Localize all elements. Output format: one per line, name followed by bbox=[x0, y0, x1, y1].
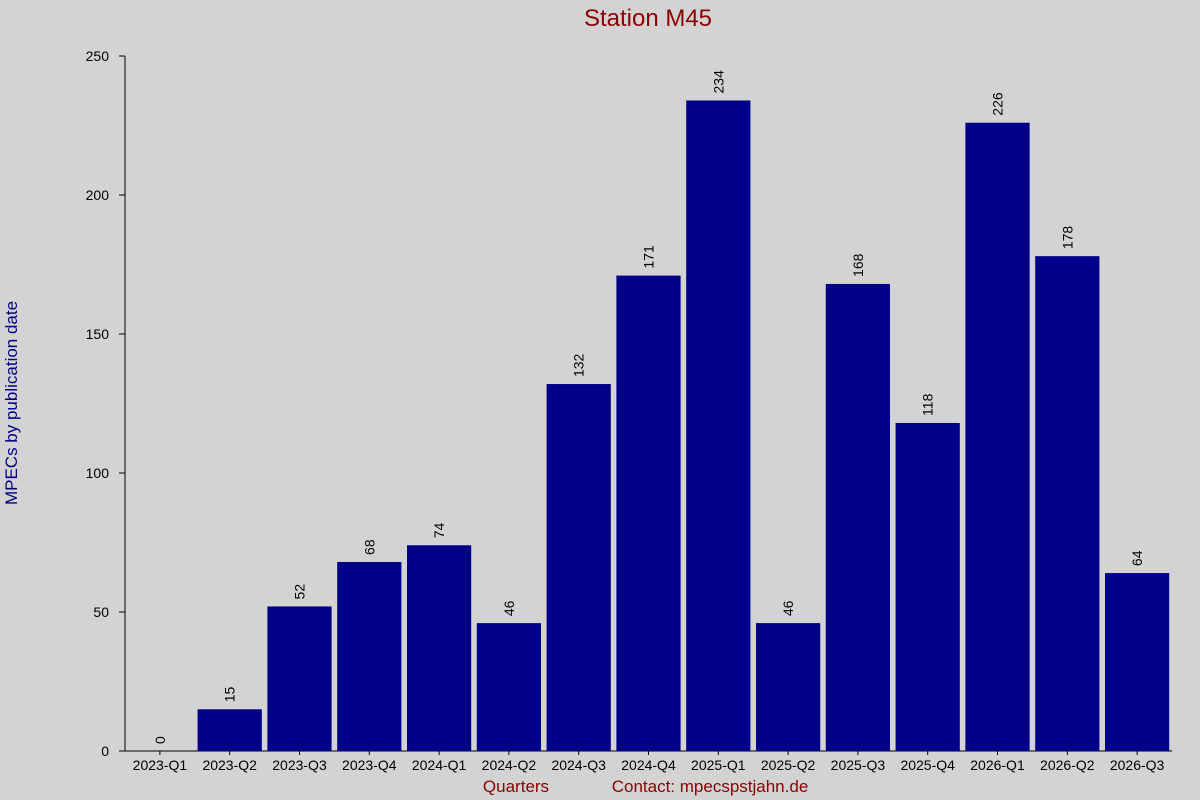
x-tick-label: 2023-Q4 bbox=[342, 757, 397, 773]
bar bbox=[406, 545, 472, 751]
value-label: 52 bbox=[292, 584, 308, 600]
y-tick-label: 150 bbox=[86, 326, 110, 342]
bar bbox=[1104, 573, 1170, 751]
bar bbox=[546, 384, 611, 751]
value-label: 46 bbox=[780, 600, 796, 616]
x-tick-label: 2026-Q3 bbox=[1110, 757, 1165, 773]
x-tick-label: 2026-Q2 bbox=[1040, 757, 1095, 773]
chart-title: Station M45 bbox=[584, 5, 712, 32]
value-label: 132 bbox=[571, 353, 587, 377]
value-label: 171 bbox=[641, 245, 657, 269]
bar bbox=[686, 100, 751, 752]
bar bbox=[616, 275, 681, 751]
contact: Contact: mpecspstjahn.de bbox=[612, 777, 809, 796]
bar bbox=[895, 422, 960, 751]
y-tick-label: 200 bbox=[86, 187, 110, 203]
y-tick-label: 50 bbox=[93, 604, 109, 620]
bar bbox=[965, 122, 1030, 752]
bar bbox=[476, 623, 542, 751]
x-tick-label: 2024-Q2 bbox=[482, 757, 537, 773]
bar bbox=[825, 283, 891, 751]
value-label: 64 bbox=[1129, 550, 1145, 566]
y-tick-label: 0 bbox=[101, 743, 109, 759]
x-tick-label: 2024-Q1 bbox=[412, 757, 467, 773]
x-tick-label: 2023-Q2 bbox=[202, 757, 257, 773]
x-tick-label: 2026-Q1 bbox=[970, 757, 1025, 773]
bar bbox=[337, 561, 402, 751]
x-tick-label: 2024-Q4 bbox=[621, 757, 676, 773]
x-tick-label: 2023-Q3 bbox=[272, 757, 327, 773]
value-label: 226 bbox=[990, 92, 1006, 116]
x-axis-label: Quarters bbox=[483, 777, 549, 796]
value-label: 168 bbox=[850, 253, 866, 277]
value-label: 74 bbox=[431, 522, 447, 538]
value-label: 234 bbox=[710, 70, 726, 94]
value-label: 15 bbox=[222, 687, 238, 703]
x-tick-label: 2025-Q2 bbox=[761, 757, 816, 773]
value-label: 0 bbox=[152, 736, 168, 744]
value-label: 68 bbox=[361, 539, 377, 555]
y-axis-label: MPECs by publication date bbox=[2, 301, 21, 505]
bar bbox=[197, 709, 262, 751]
x-tick-label: 2025-Q4 bbox=[900, 757, 955, 773]
x-tick-label: 2024-Q3 bbox=[551, 757, 606, 773]
y-tick-label: 100 bbox=[86, 465, 110, 481]
bar bbox=[1035, 256, 1100, 751]
value-label: 46 bbox=[501, 600, 517, 616]
x-tick-label: 2023-Q1 bbox=[133, 757, 188, 773]
x-tick-label: 2025-Q3 bbox=[831, 757, 886, 773]
bar bbox=[267, 606, 332, 751]
bar bbox=[755, 623, 821, 751]
value-label: 178 bbox=[1059, 226, 1075, 250]
x-tick-label: 2025-Q1 bbox=[691, 757, 746, 773]
y-tick-label: 250 bbox=[86, 48, 110, 64]
value-label: 118 bbox=[920, 393, 936, 416]
